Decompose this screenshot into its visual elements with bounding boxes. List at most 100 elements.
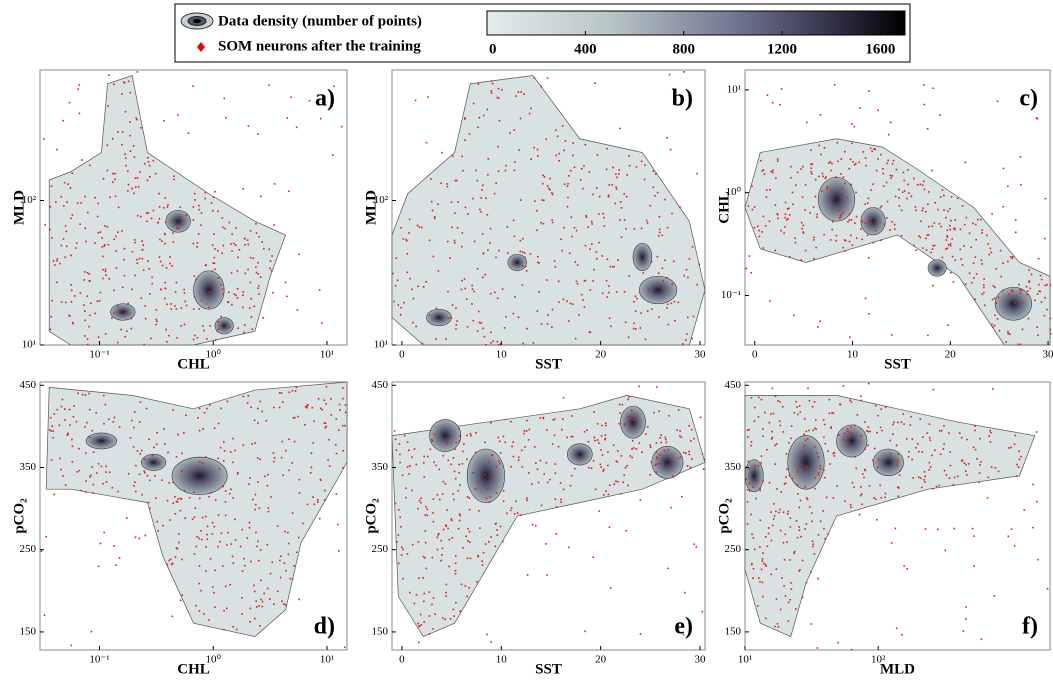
som-neuron: [515, 95, 517, 97]
som-neuron: [748, 255, 751, 257]
som-neuron: [405, 487, 407, 490]
som-neuron: [48, 429, 51, 431]
som-neuron: [703, 458, 706, 461]
som-neuron: [295, 551, 298, 554]
som-neuron: [502, 435, 505, 438]
som-neuron: [94, 242, 96, 244]
som-neuron: [890, 334, 893, 336]
som-neuron: [193, 553, 196, 555]
som-neuron: [623, 193, 625, 195]
som-neuron: [465, 535, 468, 538]
som-neuron: [666, 226, 669, 229]
som-neuron: [252, 257, 255, 260]
som-neuron: [510, 420, 512, 423]
som-neuron: [864, 421, 866, 423]
som-neuron: [74, 247, 77, 249]
som-neuron: [866, 429, 868, 432]
som-neuron: [491, 82, 494, 85]
som-neuron: [445, 583, 448, 586]
som-neuron: [156, 320, 158, 323]
som-neuron: [193, 308, 195, 310]
som-neuron: [517, 456, 520, 459]
som-neuron: [765, 189, 768, 191]
som-neuron: [258, 293, 260, 295]
som-neuron: [569, 484, 572, 487]
som-neuron: [475, 431, 477, 434]
som-neuron: [603, 216, 605, 219]
som-neuron: [89, 280, 91, 283]
som-neuron: [921, 209, 924, 212]
som-neuron: [270, 269, 273, 272]
som-neuron: [198, 308, 201, 310]
som-neuron: [72, 322, 74, 325]
som-neuron: [968, 463, 970, 465]
som-neuron: [842, 439, 845, 441]
som-neuron: [168, 334, 170, 337]
som-neuron: [800, 259, 803, 261]
som-neuron: [423, 462, 425, 464]
som-neuron: [867, 426, 870, 429]
som-neuron: [941, 256, 944, 259]
som-neuron: [513, 235, 516, 238]
som-neuron: [185, 414, 187, 417]
som-neuron: [764, 563, 767, 566]
som-neuron: [260, 598, 262, 601]
som-neuron: [454, 555, 457, 557]
som-neuron: [556, 135, 559, 138]
som-neuron: [284, 281, 287, 284]
som-neuron: [504, 169, 507, 172]
density-core: [566, 443, 593, 466]
som-neuron: [588, 331, 591, 334]
som-neuron: [415, 463, 418, 466]
som-neuron: [172, 232, 174, 234]
som-neuron: [133, 426, 135, 429]
som-neuron: [998, 329, 1001, 332]
som-neuron: [478, 509, 480, 512]
som-neuron: [171, 265, 173, 267]
som-neuron: [783, 585, 785, 587]
som-neuron: [1014, 302, 1016, 304]
som-neuron: [563, 183, 566, 185]
som-neuron: [891, 220, 893, 223]
som-neuron: [943, 443, 945, 445]
som-neuron: [179, 509, 182, 512]
som-neuron: [907, 169, 909, 171]
som-neuron: [557, 445, 560, 448]
som-neuron: [319, 517, 321, 520]
som-neuron: [701, 453, 704, 455]
som-neuron: [1010, 255, 1012, 258]
som-neuron: [1028, 269, 1030, 271]
som-neuron: [121, 93, 123, 95]
som-neuron: [459, 610, 462, 612]
som-neuron: [1035, 117, 1038, 119]
som-neuron: [200, 299, 203, 302]
som-neuron: [545, 461, 548, 464]
som-neuron: [810, 163, 812, 166]
som-neuron: [469, 432, 472, 435]
som-neuron: [151, 454, 154, 457]
som-neuron: [604, 434, 607, 436]
som-neuron: [172, 502, 175, 504]
som-neuron: [757, 416, 760, 418]
som-neuron: [641, 451, 643, 454]
som-neuron: [423, 455, 425, 458]
som-neuron: [484, 543, 487, 545]
som-neuron: [620, 207, 623, 209]
som-neuron: [127, 472, 130, 475]
som-neuron: [872, 183, 874, 185]
som-neuron: [804, 439, 807, 442]
som-neuron: [99, 542, 102, 545]
som-neuron: [496, 297, 499, 300]
som-neuron: [324, 426, 327, 429]
som-neuron: [823, 469, 825, 471]
som-neuron: [514, 161, 516, 163]
som-neuron: [782, 541, 785, 544]
som-neuron: [159, 238, 161, 241]
som-neuron: [201, 538, 203, 541]
som-neuron: [329, 398, 332, 400]
som-neuron: [173, 175, 175, 177]
som-neuron: [472, 472, 474, 474]
som-neuron: [688, 453, 691, 456]
